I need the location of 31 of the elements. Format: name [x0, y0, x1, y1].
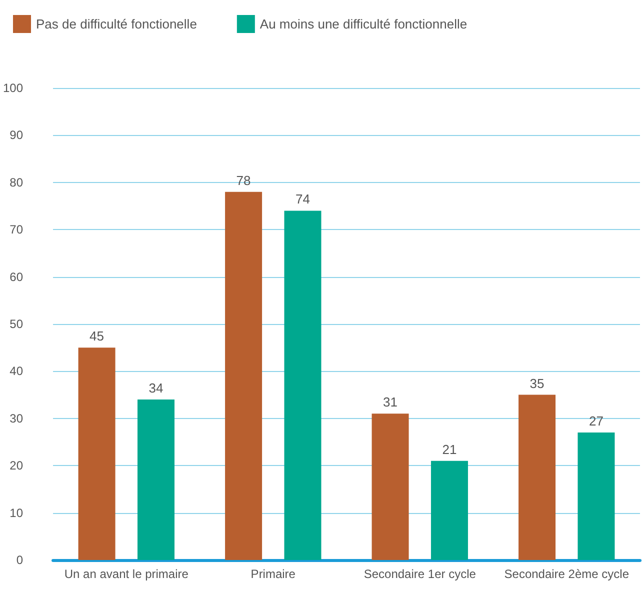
y-tick-label: 20 — [10, 458, 24, 473]
bar — [372, 414, 409, 560]
y-tick-label: 90 — [10, 128, 24, 142]
x-tick-label: Secondaire 2ème cycle — [504, 567, 630, 581]
data-label: 35 — [530, 376, 544, 391]
y-tick-label: 60 — [10, 270, 24, 284]
y-tick-label: 10 — [10, 506, 24, 520]
data-label: 21 — [442, 442, 457, 457]
y-tick-label: 80 — [10, 175, 24, 190]
data-label: 34 — [148, 380, 164, 396]
y-tick-label: 50 — [10, 317, 24, 331]
bar — [284, 210, 322, 560]
x-tick-label: Secondaire 1er cycle — [364, 567, 476, 581]
bar — [430, 460, 468, 560]
bar — [225, 192, 262, 560]
bar — [518, 394, 556, 560]
x-tick-label: Un an avant le primaire — [64, 567, 189, 581]
y-tick-label: 100 — [2, 81, 24, 95]
y-tick-label: 40 — [10, 364, 24, 378]
legend-label: Pas de difficulté fonctionelle — [36, 16, 197, 32]
data-label: 74 — [296, 192, 310, 207]
data-label: 31 — [383, 394, 398, 410]
x-tick-label: Primaire — [250, 567, 296, 581]
y-tick-label: 30 — [10, 411, 24, 426]
y-tick-label: 0 — [16, 553, 24, 567]
y-tick-label: 70 — [10, 222, 24, 237]
legend-label: Au moins une difficulté fonctionnelle — [260, 16, 468, 32]
bar — [78, 348, 116, 560]
data-label: 45 — [90, 328, 104, 344]
bar — [578, 432, 615, 560]
bar — [137, 400, 174, 560]
